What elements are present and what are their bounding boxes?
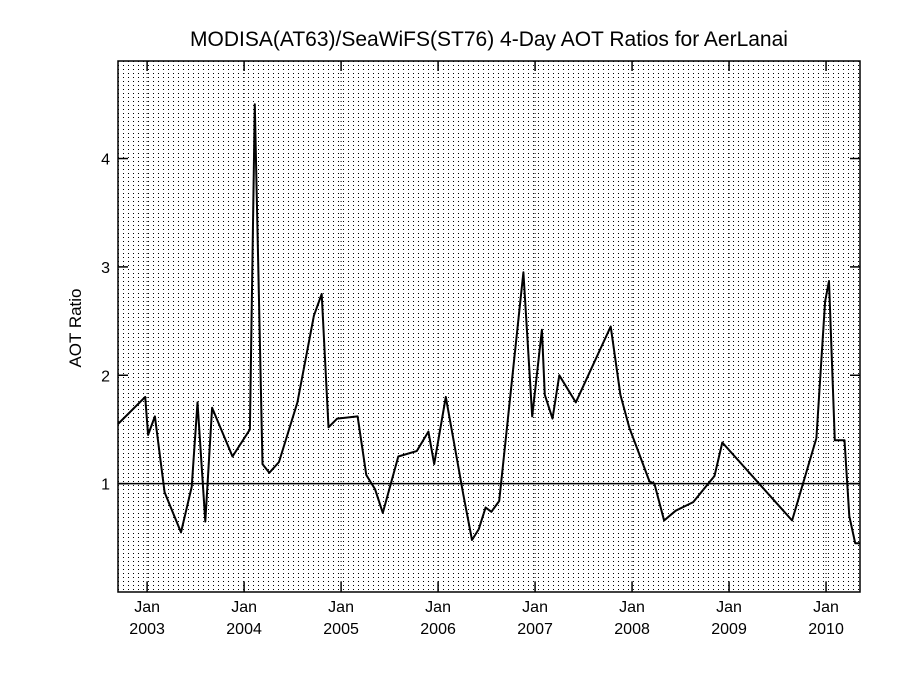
y-tick-label: 1 — [101, 477, 110, 494]
y-tick-label: 3 — [101, 260, 110, 277]
x-tick-month: Jan — [425, 599, 451, 616]
x-tick-year: 2010 — [808, 621, 844, 638]
gridlines — [146, 61, 827, 592]
series-line — [117, 103, 860, 545]
x-tick-year: 2007 — [517, 621, 553, 638]
x-tick-month: Jan — [522, 599, 548, 616]
grid — [118, 61, 860, 592]
x-tick-year: 2009 — [711, 621, 747, 638]
chart-title: MODISA(AT63)/SeaWiFS(ST76) 4-Day AOT Rat… — [190, 28, 788, 51]
y-tick-label: 4 — [101, 152, 110, 169]
x-tick-month: Jan — [619, 599, 645, 616]
x-tick-month: Jan — [813, 599, 839, 616]
y-tick-label: 2 — [101, 368, 110, 385]
x-tick-year: 2008 — [614, 621, 650, 638]
x-tick-year: 2006 — [420, 621, 456, 638]
axis-ticks: 1 2 3 4 Jan 2003 Jan 2004 Jan 2005 Jan 2006 Jan 2007 J… — [101, 61, 860, 638]
x-tick-month: Jan — [716, 599, 742, 616]
x-tick-year: 2005 — [323, 621, 359, 638]
x-tick-month: Jan — [231, 599, 257, 616]
x-tick-year: 2003 — [129, 621, 165, 638]
x-tick-month: Jan — [328, 599, 354, 616]
x-tick-month: Jan — [134, 599, 160, 616]
x-tick-year: 2004 — [226, 621, 262, 638]
plot-frame — [117, 60, 861, 593]
